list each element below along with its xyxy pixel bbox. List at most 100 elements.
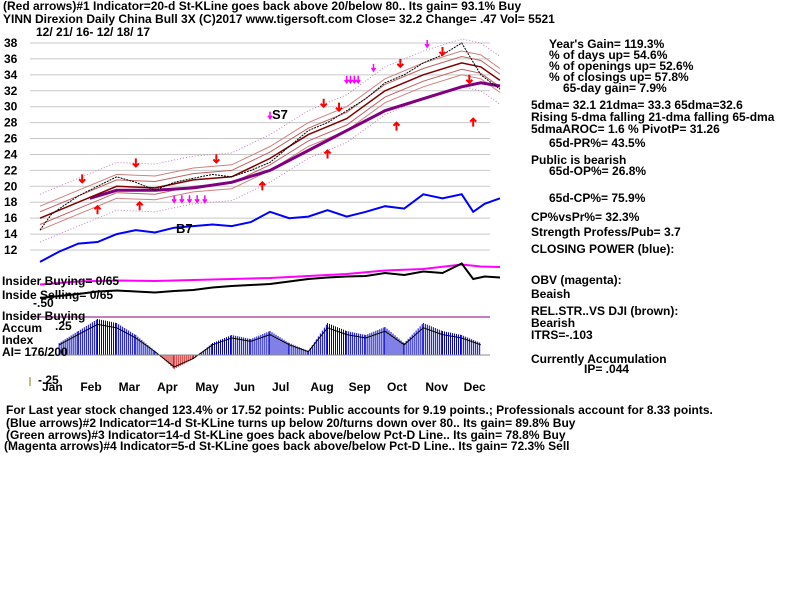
x-tick-mar: Mar xyxy=(119,380,141,394)
stat-cpvspr: CP%vsPr%= 32.3% xyxy=(531,210,640,224)
envelope-band-2 xyxy=(39,74,501,231)
red-arrow-12 xyxy=(392,121,401,131)
envelope-band-1 xyxy=(39,38,501,195)
accum-val-neg50: -.50 xyxy=(33,296,54,310)
accum-label: Accum xyxy=(2,321,43,335)
y-tick-32: 32 xyxy=(4,84,18,98)
stat-ip: IP= .044 xyxy=(584,362,630,376)
magenta-arrow-3 xyxy=(194,195,200,204)
red-arrow-6 xyxy=(438,46,447,57)
y-tick-36: 36 xyxy=(4,52,18,66)
stat-relstr: REL.STR..VS DJI (brown): xyxy=(531,304,679,318)
red-arrow-7 xyxy=(465,74,474,85)
envelope-band-4 xyxy=(39,68,501,225)
stat-obv: OBV (magenta): xyxy=(531,273,622,287)
y-tick-30: 30 xyxy=(4,100,18,114)
stat-closings-up: % of closings up= 57.8% xyxy=(549,70,689,84)
date-range: 12/ 21/ 16- 12/ 18/ 17 xyxy=(36,25,151,39)
y-tick-26: 26 xyxy=(4,132,18,146)
x-tick-dec: Dec xyxy=(464,380,486,394)
stat-65d-cp: 65d-CP%= 75.9% xyxy=(549,191,646,205)
stat-closing-power: CLOSING POWER (blue): xyxy=(531,242,675,256)
y-tick-28: 28 xyxy=(4,116,18,130)
envelope-band-5 xyxy=(39,55,501,213)
price-line xyxy=(39,42,501,231)
x-axis-ticks: Jan Feb Mar Apr May Jun Jul Aug Sep Oct Nov Dec xyxy=(42,380,486,394)
y-tick-14: 14 xyxy=(4,227,18,241)
y-tick-22: 22 xyxy=(4,163,18,177)
x-tick-aug: Aug xyxy=(310,380,333,394)
index-label: Index xyxy=(2,333,34,347)
red-arrow-13 xyxy=(469,117,477,127)
magenta-arrow-6 xyxy=(347,75,354,85)
x-tick-oct: Oct xyxy=(387,380,407,394)
x-tick-apr: Apr xyxy=(157,380,178,394)
red-arrow-3 xyxy=(319,98,328,109)
annotation-b7: B7 xyxy=(176,221,193,236)
header-line2: YINN Direxion Daily China Bull 3X (C)201… xyxy=(3,12,555,26)
y-tick-16: 16 xyxy=(4,211,18,225)
magenta-arrow-10 xyxy=(424,39,430,49)
obv-line xyxy=(39,263,501,286)
y-tick-20: 20 xyxy=(4,179,18,193)
footer-line-1: For Last year stock changed 123.4% or 17… xyxy=(6,403,713,417)
magenta-arrow-0 xyxy=(171,195,177,204)
footer-line-2: (Blue arrows)#2 Indicator=14-d St-KLine … xyxy=(6,416,576,430)
magenta-arrow-2 xyxy=(186,195,193,204)
red-arrow-1 xyxy=(132,158,140,168)
annotation-s7: S7 xyxy=(272,107,288,122)
x-tick-may: May xyxy=(195,380,219,394)
red-arrow-5 xyxy=(396,58,405,69)
accum-val-25: .25 xyxy=(55,319,72,333)
stat-rising-falling: Rising 5-dma falling 21-dma falling 65-d… xyxy=(531,110,775,124)
stat-dma: 5dma= 32.1 21dma= 33.3 65dma=32.6 xyxy=(531,98,743,112)
red-arrow-11 xyxy=(323,149,332,159)
accumulation-bars xyxy=(58,319,481,369)
x-tick-jan: Jan xyxy=(42,380,63,394)
accumulation-line xyxy=(58,323,481,368)
envelope-band-3 xyxy=(39,50,501,207)
stat-days-up: % of days up= 54.6% xyxy=(549,48,668,62)
stat-65d-pr: 65d-PR%= 43.5% xyxy=(549,136,646,150)
insider-selling-label: Inside Selling= 0/65 xyxy=(2,288,114,302)
stat-openings-up: % of openings up= 52.6% xyxy=(549,59,694,73)
header-line1: (Red arrows)#1 Indicator=20-d St-KLine g… xyxy=(3,0,522,13)
red-arrow-9 xyxy=(135,200,144,211)
magenta-arrow-1 xyxy=(179,195,185,204)
stat-strength: Strength Profess/Pub= 3.7 xyxy=(531,225,681,239)
stat-aroc: 5dmaAROC= 1.6 % PivotP= 31.26 xyxy=(531,122,720,136)
stat-obv-state: Beaish xyxy=(531,287,571,301)
signal-arrows xyxy=(78,39,477,215)
y-tick-18: 18 xyxy=(4,195,18,209)
footer-line-3: (Green arrows)#3 Indicator=14-d St-KLine… xyxy=(6,428,566,442)
ai-label: AI= 176/200 xyxy=(2,345,68,359)
red-arrow-4 xyxy=(335,102,343,113)
x-tick-nov: Nov xyxy=(425,380,448,394)
x-tick-sep: Sep xyxy=(349,380,371,394)
y-tick-34: 34 xyxy=(4,68,18,82)
stat-years-gain: Year's Gain= 119.3% xyxy=(549,37,665,51)
y-tick-24: 24 xyxy=(4,147,18,161)
accum-val-neg25: -.25 xyxy=(38,373,59,387)
rel-str-line xyxy=(39,262,501,299)
x-tick-feb: Feb xyxy=(80,380,101,394)
x-tick-jun: Jun xyxy=(234,380,255,394)
insider-buying-label-2: Insider Buying xyxy=(2,309,86,323)
red-arrow-8 xyxy=(93,204,102,215)
magenta-arrow-5 xyxy=(344,75,350,85)
red-arrow-2 xyxy=(212,154,221,164)
stat-accum: Currently Accumulation xyxy=(531,352,667,366)
x-tick-jul: Jul xyxy=(272,380,289,394)
stat-65day-gain: 65-day gain= 7.9% xyxy=(563,81,667,95)
y-tick-12: 12 xyxy=(4,243,18,257)
magenta-arrow-11 xyxy=(267,111,273,120)
magenta-arrow-4 xyxy=(202,195,208,204)
series-lines xyxy=(39,42,501,299)
stat-itrs: ITRS=-.103 xyxy=(531,328,593,342)
red-arrow-0 xyxy=(78,174,86,184)
magenta-arrow-9 xyxy=(370,63,377,73)
y-tick-38: 38 xyxy=(4,36,18,50)
footer-line-4: (Magenta arrows)#4 Indicator=5-d St-KLin… xyxy=(4,439,570,453)
